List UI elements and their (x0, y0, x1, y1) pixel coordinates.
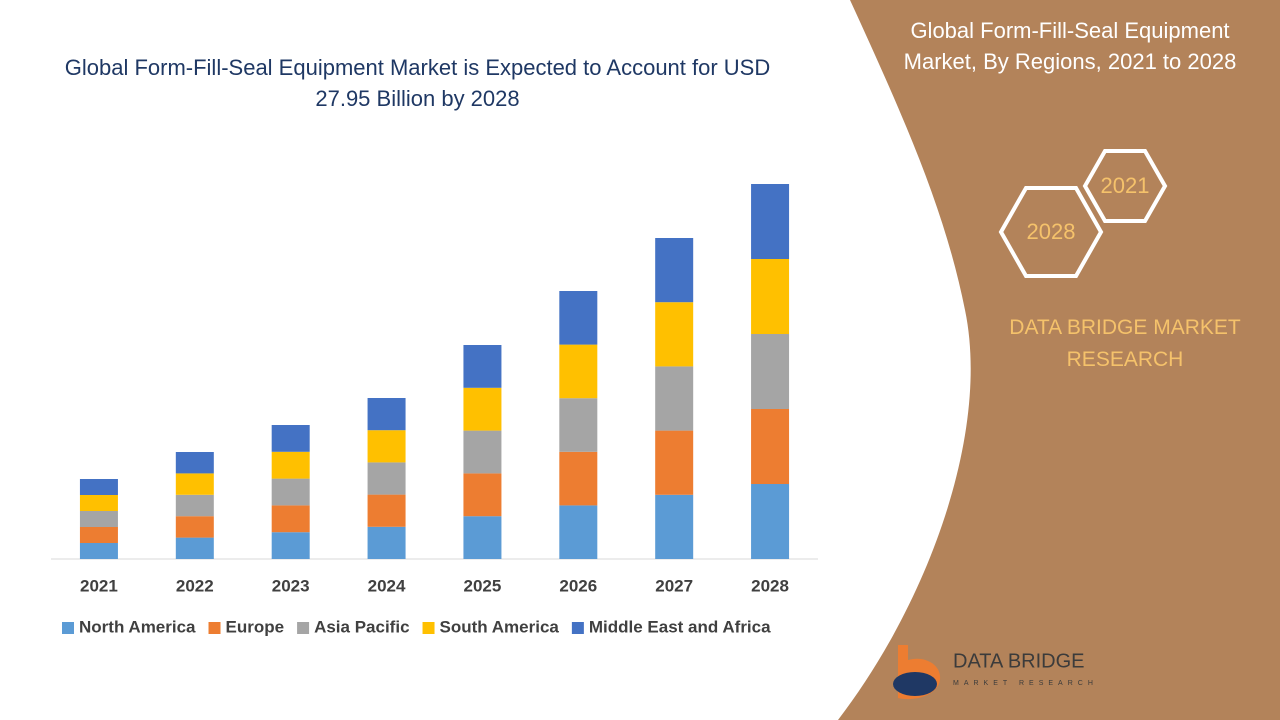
legend-swatch (422, 622, 435, 634)
bar-segment (655, 494, 694, 559)
bar-segment (79, 495, 118, 511)
legend-label: Asia Pacific (314, 617, 409, 636)
bar-segment (751, 484, 790, 559)
x-tick-label: 2027 (655, 576, 693, 595)
bar-segment (271, 425, 310, 452)
bar-segment (367, 526, 406, 559)
bar-segment (175, 452, 214, 474)
bar-segment (463, 345, 502, 388)
x-tick-label: 2024 (368, 576, 406, 595)
bar-segment (463, 430, 502, 474)
chart-title: Global Form-Fill-Seal Equipment Market i… (64, 55, 771, 111)
bar-segment (79, 479, 118, 495)
bar-segment (559, 451, 598, 506)
logo: DATA BRIDGE MARKET RESEARCH (893, 645, 1098, 700)
bar-segment (79, 511, 118, 527)
bar-segment (655, 302, 694, 367)
bar-segment (655, 430, 694, 495)
bar-segment (367, 494, 406, 527)
bar-segment (367, 430, 406, 463)
brand: DATA BRIDGE MARKET RESEARCH (1009, 316, 1241, 371)
hexagon (1082, 149, 1168, 223)
bar-segment (175, 494, 214, 517)
hexagon (998, 186, 1104, 278)
bar-segment (559, 505, 598, 559)
x-tick-label: 2028 (751, 576, 789, 595)
hex-label: 2021 (1101, 173, 1150, 198)
bar-segment (175, 537, 214, 559)
hex-label: 2028 (1027, 219, 1076, 244)
legend-label: Middle East and Africa (589, 617, 771, 636)
bar-segment (751, 334, 790, 409)
bar-segment (559, 344, 598, 399)
bar-segment (79, 543, 118, 559)
x-tick-label: 2021 (80, 576, 118, 595)
bar-segment (271, 451, 310, 479)
legend-swatch (208, 622, 221, 634)
logo-subtext: MARKET RESEARCH (953, 680, 1098, 687)
legend-label: South America (440, 617, 560, 636)
bar-segment (79, 527, 118, 543)
x-tick-label: 2023 (272, 576, 310, 595)
logo-text: DATA BRIDGE (953, 650, 1085, 672)
bar-segment (175, 473, 214, 495)
x-tick-label: 2025 (464, 576, 502, 595)
bar-segment (271, 505, 310, 533)
legend-swatch (297, 622, 310, 634)
legend-swatch (62, 622, 74, 634)
panel-title: Global Form-Fill-Seal Equipment Market, … (903, 18, 1237, 74)
legend-label: Europe (226, 617, 285, 636)
bar-segment (751, 184, 790, 259)
bar-segment (271, 478, 310, 506)
bar-segment (559, 398, 598, 452)
bar-segment (367, 462, 406, 495)
bar-segment (751, 259, 790, 334)
logo-icon (893, 672, 937, 696)
bar-segment (367, 398, 406, 431)
bar-segment (463, 516, 502, 559)
legend-label: North America (79, 617, 196, 636)
bar-segment (175, 516, 214, 538)
bar-segment (559, 291, 598, 345)
bar-segment (751, 409, 790, 484)
bar-segment (463, 387, 502, 431)
bar-segment (655, 366, 694, 431)
bar-segment (655, 238, 694, 303)
legend-swatch (571, 622, 584, 634)
side-panel (838, 0, 1280, 720)
bar-segment (463, 473, 502, 517)
x-tick-label: 2026 (559, 576, 597, 595)
bar-segment (271, 532, 310, 559)
x-tick-label: 2022 (176, 576, 214, 595)
